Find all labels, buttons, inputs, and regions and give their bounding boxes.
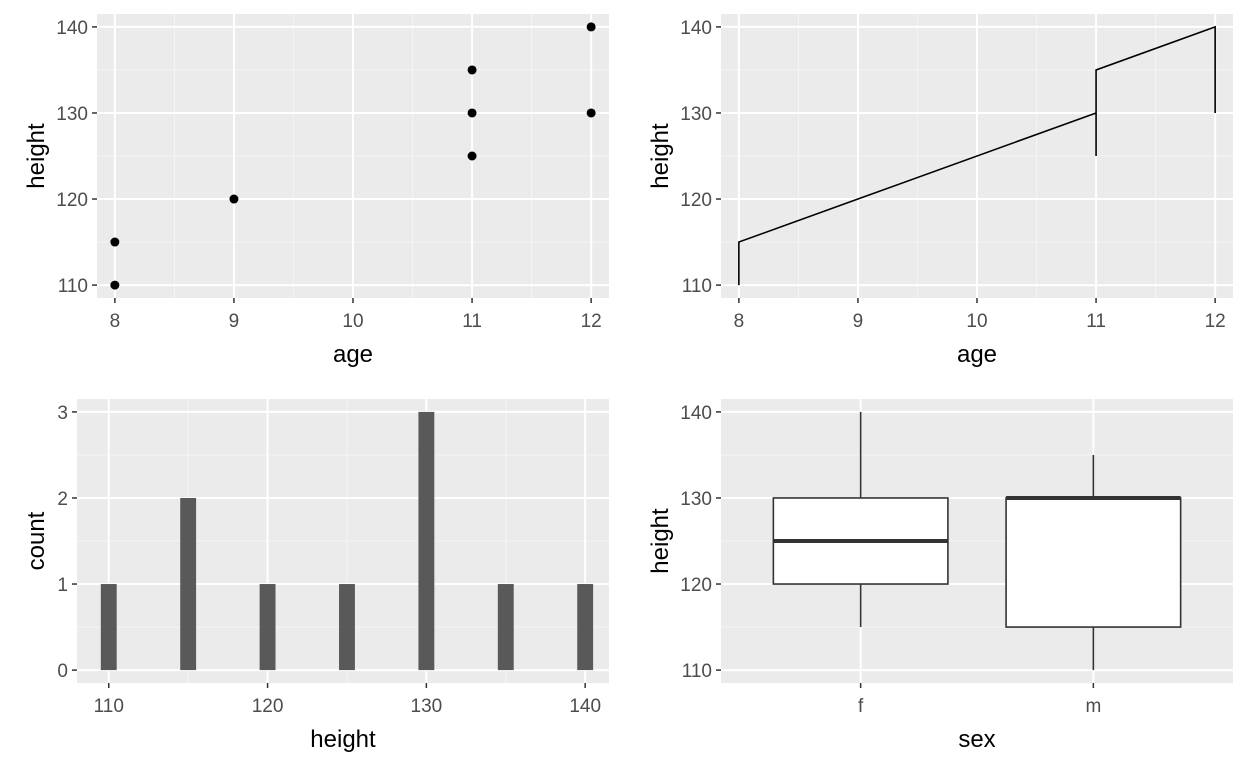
x-tick-label: 110	[94, 696, 124, 717]
y-tick-label: 1	[57, 575, 68, 596]
scatter-point	[229, 194, 239, 204]
x-tick-label: m	[1085, 696, 1101, 717]
series-line	[738, 25, 1216, 286]
y-tick-label: 110	[682, 276, 712, 297]
panel-histogram: 110 120 130 140 0 1 2 3 height count	[23, 399, 609, 753]
histogram-bar	[339, 584, 355, 671]
y-axis-ticks: 110 120 130 140	[680, 18, 721, 297]
y-tick-label: 110	[58, 276, 88, 297]
scatter-point	[467, 65, 477, 75]
histogram-bar	[418, 411, 435, 671]
y-tick-label: 110	[682, 661, 712, 682]
scatter-point	[110, 280, 120, 290]
boxes	[772, 411, 1182, 671]
x-axis-title: sex	[958, 726, 995, 753]
y-axis-title: height	[647, 123, 674, 189]
histogram-bar	[180, 497, 197, 671]
x-tick-label: f	[858, 696, 864, 717]
x-tick-label: 9	[229, 311, 240, 332]
y-tick-label: 120	[680, 575, 712, 596]
box-iqr	[1005, 497, 1182, 628]
x-tick-label: 12	[1205, 311, 1226, 332]
x-axis-ticks: 8 9 10 11 12	[734, 298, 1226, 332]
scatter-point	[586, 22, 596, 32]
y-tick-label: 120	[56, 190, 88, 211]
panel-scatter: 8 9 10 11 12 110 120 130 140 age height	[23, 14, 609, 368]
x-tick-label: 10	[342, 311, 363, 332]
y-tick-label: 140	[680, 18, 712, 39]
x-tick-label: 8	[734, 311, 745, 332]
y-axis-title: height	[647, 508, 674, 574]
y-tick-label: 3	[57, 403, 68, 424]
x-tick-label: 140	[569, 696, 601, 717]
histogram-bar	[577, 584, 594, 671]
scatter-point	[467, 108, 477, 118]
x-tick-label: 120	[252, 696, 284, 717]
data-line	[738, 25, 1216, 286]
y-tick-label: 0	[57, 661, 68, 682]
histogram-bar	[259, 584, 276, 671]
x-tick-label: 11	[1086, 311, 1106, 332]
y-tick-label: 120	[680, 190, 712, 211]
y-axis-title: count	[23, 511, 50, 570]
panel-line: 8 9 10 11 12 110 120 130 140 age height	[647, 14, 1233, 368]
y-tick-label: 130	[56, 104, 88, 125]
x-tick-label: 11	[462, 311, 482, 332]
box-f	[772, 411, 949, 628]
major-gridlines	[721, 14, 1233, 298]
x-tick-label: 12	[581, 311, 602, 332]
minor-gridlines	[721, 14, 1233, 298]
y-tick-label: 140	[56, 18, 88, 39]
y-tick-label: 2	[57, 489, 68, 510]
y-axis-ticks: 0 1 2 3	[57, 403, 77, 682]
histogram-bar	[497, 584, 514, 671]
y-axis-ticks: 110 120 130 140	[56, 18, 97, 297]
y-tick-label: 140	[680, 403, 712, 424]
x-axis-title: height	[310, 726, 376, 753]
x-tick-label: 9	[853, 311, 864, 332]
x-axis-title: age	[333, 341, 373, 368]
x-tick-label: 8	[110, 311, 121, 332]
histogram-bar	[100, 584, 117, 671]
x-tick-label: 10	[966, 311, 987, 332]
scatter-point	[586, 108, 596, 118]
data-points	[110, 22, 596, 290]
box-m	[1005, 454, 1182, 671]
histogram-bars	[100, 411, 594, 671]
x-axis-ticks: 8 9 10 11 12	[110, 298, 602, 332]
x-axis-ticks: 110 120 130 140	[94, 683, 601, 717]
scatter-point	[110, 237, 120, 247]
x-axis-title: age	[957, 341, 997, 368]
x-tick-label: 130	[411, 696, 443, 717]
scatter-point	[467, 151, 477, 161]
y-axis-ticks: 110 120 130 140	[680, 403, 721, 682]
y-tick-label: 130	[680, 489, 712, 510]
y-axis-title: height	[23, 123, 50, 189]
y-tick-label: 130	[680, 104, 712, 125]
